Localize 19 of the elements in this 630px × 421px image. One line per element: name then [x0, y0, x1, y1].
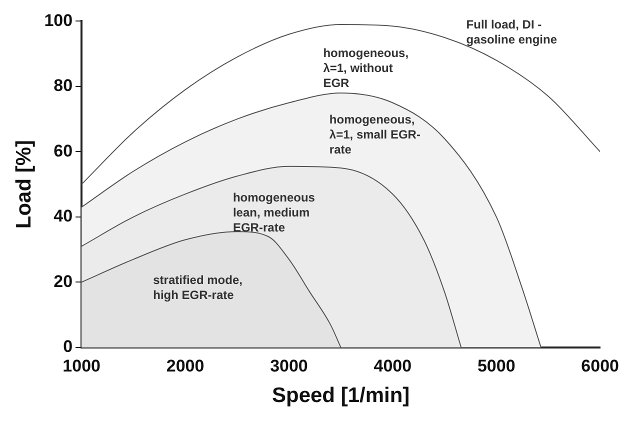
- y-axis-title: Load [%]: [12, 140, 36, 229]
- annotation: homogeneous, λ=1, small EGR- rate: [329, 112, 420, 157]
- x-tick-label: 1000: [62, 356, 100, 376]
- annotation: homogeneous, λ=1, without EGR: [323, 46, 409, 90]
- y-tick-label: 20: [54, 272, 73, 291]
- annotation: Full load, DI - gasoline engine: [466, 17, 558, 46]
- x-axis-title: Speed [1/min]: [272, 384, 410, 408]
- y-tick-label: 100: [44, 10, 73, 30]
- x-tick-label: 2000: [166, 356, 204, 376]
- y-tick-label: 40: [54, 206, 73, 226]
- y-tick-label: 60: [54, 141, 73, 160]
- x-tick-label: 4000: [374, 356, 412, 376]
- x-tick-label: 5000: [477, 356, 516, 376]
- y-tick-label: 80: [54, 76, 73, 96]
- x-tick-label: 6000: [581, 356, 620, 376]
- annotation: stratified mode, high EGR-rate: [153, 272, 242, 302]
- annotation: homogeneous lean, medium EGR-rate: [232, 190, 316, 235]
- y-tick-label: 0: [63, 337, 73, 356]
- x-tick-label: 3000: [270, 356, 308, 376]
